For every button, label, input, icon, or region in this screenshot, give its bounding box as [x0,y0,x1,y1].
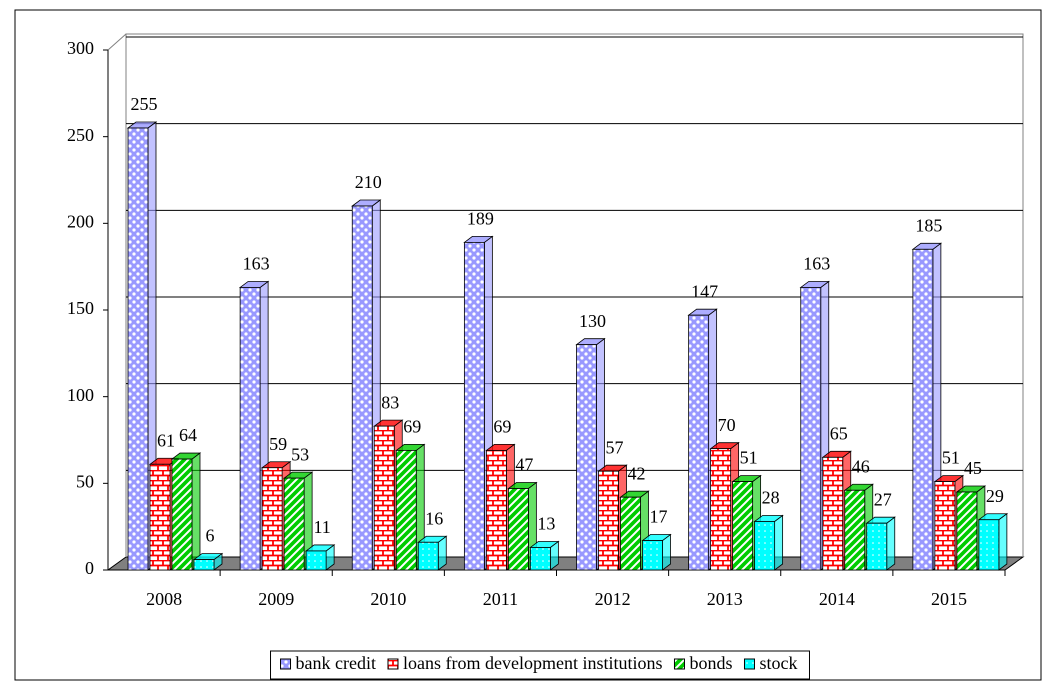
legend-swatch [280,658,292,670]
bar [800,287,822,571]
bar [171,458,193,571]
data-label: 130 [579,311,606,331]
data-label: 6 [206,526,215,546]
legend-label: bank credit [296,653,376,673]
x-tick-label: 2010 [370,589,406,609]
legend-box [270,650,810,680]
data-label: 57 [606,437,624,457]
bar [283,477,305,571]
bar [642,540,663,571]
x-tick-label: 2012 [595,589,631,609]
bar [822,456,844,571]
bar [732,481,754,571]
data-label: 29 [986,486,1004,506]
data-label: 189 [467,209,494,229]
data-label: 70 [718,415,736,435]
data-label: 28 [762,488,780,508]
y-tick-label: 50 [76,471,94,491]
data-label: 69 [493,417,511,437]
bar [127,127,149,571]
bar [193,559,215,571]
legend-label: bonds [689,653,732,673]
bar-side [998,512,1008,571]
data-label: 255 [131,94,158,114]
bar-side [774,514,784,571]
x-tick-label: 2008 [146,589,182,609]
bar [305,550,327,571]
bar [395,449,417,571]
data-label: 16 [425,508,443,528]
bar [417,541,439,571]
x-tick-label: 2009 [258,589,294,609]
x-tick-label: 2011 [483,589,518,609]
y-tick-label: 300 [67,38,94,58]
bar [620,496,641,571]
legend-swatch [387,658,399,670]
data-label: 185 [915,215,942,235]
bar [912,248,934,571]
bar [688,314,710,571]
chart-border [14,9,1042,681]
bar [978,519,1000,571]
data-label: 53 [291,444,309,464]
data-label: 51 [740,448,758,468]
bar [239,287,261,571]
legend-swatch [743,658,755,670]
y-tick-label: 0 [85,558,94,578]
bar [866,522,888,571]
data-label: 59 [269,434,287,454]
bar [844,489,866,571]
x-tick-label: 2014 [819,589,855,609]
bar [934,481,956,571]
bar [710,448,732,571]
data-label: 45 [964,458,982,478]
legend-label: stock [759,653,797,673]
legend-swatch [673,658,685,670]
y-tick-label: 200 [67,211,94,231]
data-label: 13 [537,514,555,534]
data-label: 46 [852,456,870,476]
side-wall-edge [107,33,127,51]
legend-label: loans from development institutions [403,653,662,673]
data-label: 47 [515,455,533,475]
bar [373,425,395,571]
data-label: 61 [157,430,175,450]
data-label: 163 [803,254,830,274]
data-label: 11 [313,517,330,537]
bar [576,344,597,571]
data-label: 69 [403,417,421,437]
data-label: 210 [355,172,382,192]
bar [956,491,978,571]
data-label: 83 [381,392,399,412]
y-tick-label: 250 [67,125,94,145]
bar [485,449,507,571]
data-label: 147 [691,281,718,301]
bar [598,470,619,571]
bar [351,205,373,571]
bar [507,488,529,571]
bar [463,241,485,571]
data-label: 51 [942,448,960,468]
data-label: 27 [874,489,892,509]
x-tick-label: 2015 [931,589,967,609]
bar-side [191,452,201,571]
bar [529,547,551,571]
x-tick-label: 2013 [707,589,743,609]
data-label: 64 [179,425,197,445]
data-label: 65 [830,423,848,443]
data-label: 163 [243,254,270,274]
data-label: 42 [628,463,646,483]
legend: bank credit loans from development instit… [270,650,810,680]
data-label: 17 [650,507,668,527]
back-wall [125,33,1024,557]
bar [754,521,776,571]
bar-side [886,516,896,571]
bar [149,463,171,571]
y-tick-label: 150 [67,298,94,318]
bar [261,467,283,571]
y-tick-label: 100 [67,385,94,405]
